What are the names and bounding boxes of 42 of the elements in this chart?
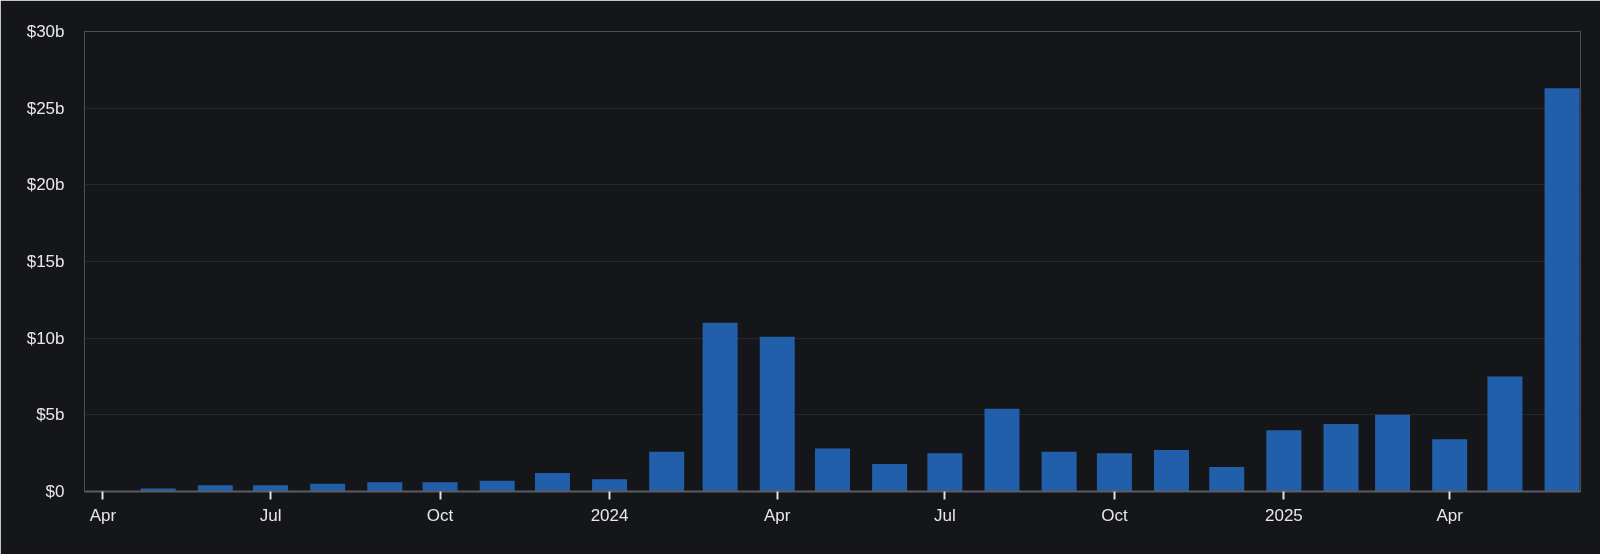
x-tick-label: 2025 [1264,505,1303,525]
bar [310,483,346,492]
x-tick-label: Oct [1101,505,1128,525]
x-tick-label: Apr [89,505,117,525]
bar [253,485,289,492]
bar [702,322,738,492]
x-tick-label: Apr [764,505,791,525]
y-tick-label: $15b [26,252,65,271]
bar [1153,450,1189,492]
bar [1041,451,1077,492]
x-tick-label: 2024 [590,505,629,525]
y-tick-label: $10b [26,328,65,348]
y-tick-label: $25b [26,98,65,118]
bar [759,336,795,492]
bar [815,448,850,492]
y-tick-label: $30b [26,22,65,41]
bar [1266,430,1302,492]
x-tick-label: Apr [1436,505,1464,525]
bar [367,482,403,492]
bar [422,482,458,492]
bar [592,479,628,492]
bar [1375,414,1411,492]
bar [872,463,908,492]
bar [534,473,570,492]
bar [1209,466,1245,492]
bar [1096,453,1132,492]
bar [1323,424,1359,492]
y-tick-label: $0 [45,482,65,501]
bar [984,408,1020,492]
bar [1432,439,1468,492]
bar [1544,88,1580,492]
bar [197,485,233,492]
bar [649,451,685,492]
bar [1487,376,1523,492]
x-tick-label: Jul [934,505,956,525]
y-tick-label: $5b [36,405,65,425]
x-tick-label: Jul [259,505,282,525]
x-tick-label: Oct [426,505,454,525]
bar [479,480,515,492]
bar [140,488,176,492]
y-tick-label: $20b [26,175,65,195]
bar [927,453,963,492]
